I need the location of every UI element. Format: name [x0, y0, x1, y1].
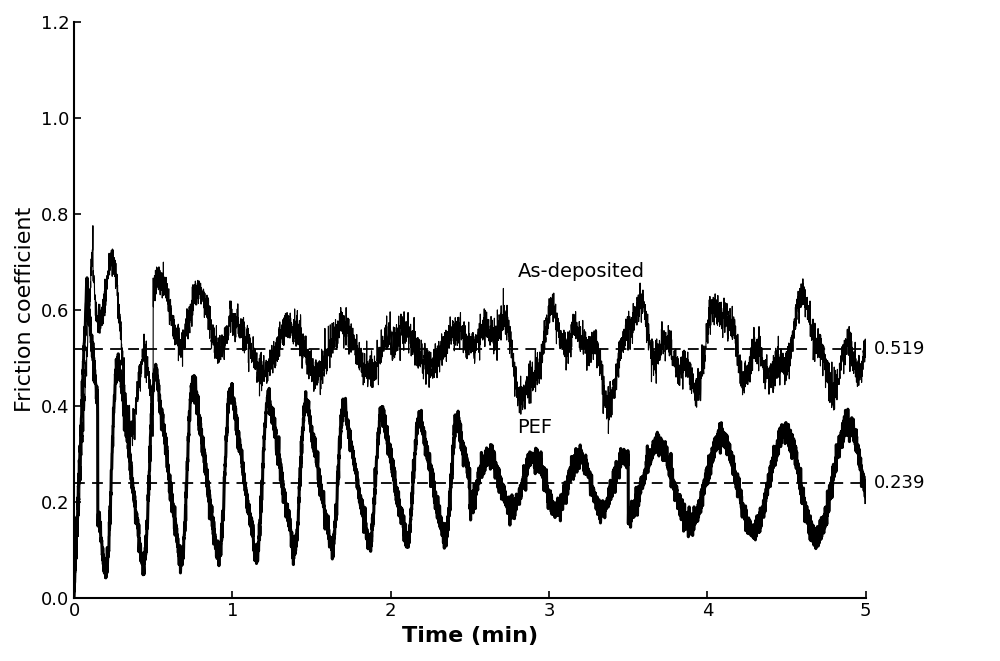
- X-axis label: Time (min): Time (min): [402, 626, 538, 646]
- Text: 0.239: 0.239: [874, 474, 925, 492]
- Text: PEF: PEF: [517, 418, 553, 437]
- Text: 0.519: 0.519: [874, 340, 925, 358]
- Y-axis label: Friction coefficient: Friction coefficient: [15, 207, 35, 412]
- Text: As-deposited: As-deposited: [517, 262, 644, 281]
